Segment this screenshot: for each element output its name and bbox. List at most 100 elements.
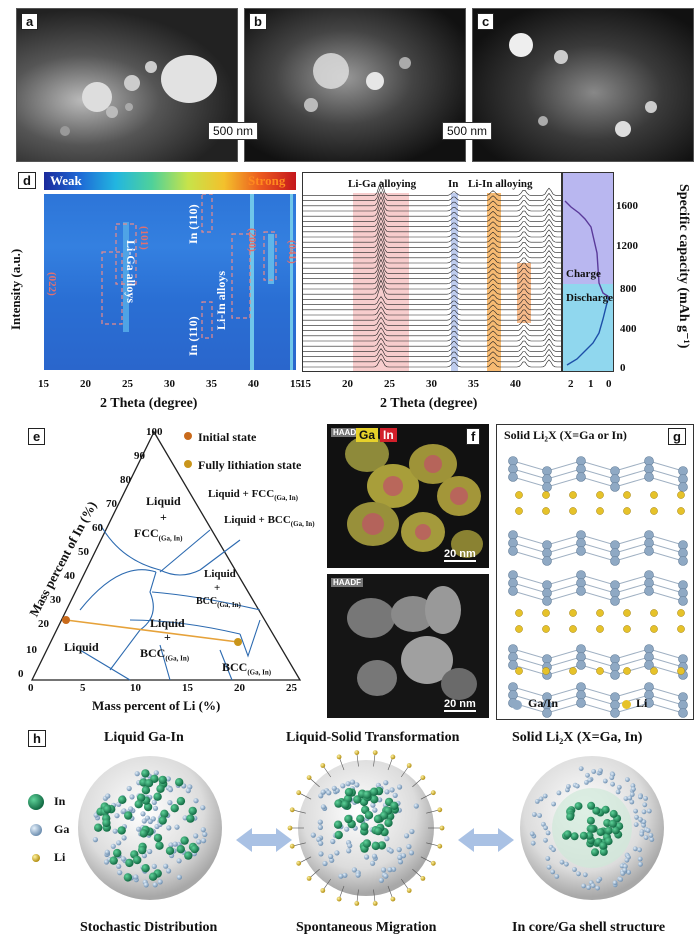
ga-atom: [110, 843, 116, 849]
e-ytick-60: 60: [92, 522, 103, 534]
bond-line: [512, 590, 684, 602]
xrd-pattern-line: [303, 222, 561, 238]
li-atom: [677, 625, 685, 633]
xrd-pattern-line: [303, 322, 561, 331]
ga-atom: [143, 882, 149, 888]
scale-bar-c: 500 nm: [442, 122, 493, 140]
ga-in-atom: [610, 580, 620, 590]
in-atom: [143, 802, 153, 812]
ga-atom: [397, 784, 403, 790]
ga-atom: [126, 785, 132, 792]
ga-atom: [578, 766, 584, 771]
region-liquid-fcc: Liquid + FCC(Ga, In): [208, 488, 298, 503]
d-xtick-0: 15: [38, 378, 49, 390]
annot-in110-top: In (110): [186, 204, 200, 244]
ga-atom: [201, 838, 207, 844]
li-atom: [623, 609, 631, 617]
legend-gain-icon: [512, 700, 522, 710]
ga-in-atom: [576, 464, 586, 474]
xrd-pattern-line: [303, 211, 561, 227]
li-atom: [306, 876, 312, 881]
liquid-solid-schematic: [28, 750, 664, 906]
cap-ytick-1: 1200: [616, 240, 638, 252]
li-atom: [406, 763, 412, 768]
ga-in-atom: [644, 660, 654, 670]
ga-atom: [346, 848, 352, 854]
ga-in-atom: [678, 540, 688, 550]
d-xtick-5: 40: [248, 378, 259, 390]
xrd-pattern-line: [303, 296, 561, 305]
in-atom: [373, 814, 383, 824]
ga-atom: [116, 863, 122, 869]
ga-atom: [334, 850, 340, 856]
li-atom: [287, 825, 293, 831]
bond-line: [512, 686, 684, 698]
ga-atom: [389, 787, 395, 793]
ga-atom: [384, 789, 390, 795]
li-atom: [336, 896, 342, 902]
ga-atom: [163, 863, 169, 869]
ga-in-atom: [576, 660, 586, 670]
in-atom: [585, 831, 594, 840]
e-xtick-5: 5: [80, 682, 86, 694]
in-atom: [160, 809, 169, 818]
region-liquid-1: Liquid: [146, 494, 181, 508]
e-ytick-30: 30: [50, 594, 61, 606]
li-atom: [372, 750, 378, 755]
ga-atom: [347, 843, 353, 849]
ga-atom: [566, 784, 571, 789]
ga-atom: [364, 854, 370, 860]
region-liquid-3: Liquid: [150, 616, 185, 630]
ga-in-atom: [678, 548, 688, 558]
ga-atom: [631, 786, 636, 792]
annot-li-ga-alloys: Li-Ga alloys: [124, 240, 138, 304]
ga-atom: [330, 838, 336, 845]
region-bcc-3: BCC(Ga, In): [140, 646, 190, 663]
colorbar-weak-label: Weak: [50, 173, 82, 188]
in-atom: [596, 828, 605, 837]
ga-atom: [396, 847, 402, 853]
ga-atom: [136, 826, 142, 832]
ga-atom: [140, 811, 146, 817]
ga-in-atom: [678, 596, 688, 606]
mid-xtick-5: 40: [510, 378, 521, 390]
ga-atom: [404, 833, 410, 839]
ga-atom: [615, 789, 621, 795]
xrd-pattern-line: [303, 196, 561, 212]
xrd-pattern-line: [303, 232, 561, 248]
in-atom: [574, 802, 583, 811]
in-atom: [588, 824, 596, 833]
ga-in-atom: [644, 472, 654, 482]
e-xtick-25: 25: [286, 682, 297, 694]
in-atom: [601, 805, 610, 814]
ga-in-atom: [508, 538, 518, 548]
d-xtick-4: 35: [206, 378, 217, 390]
sem-b-particles: [304, 53, 411, 112]
ga-atom: [351, 867, 357, 873]
haadf-scale-bar: 20 nm: [444, 698, 476, 712]
ga-in-atom: [508, 530, 518, 540]
ga-in-atom: [576, 538, 586, 548]
h-title-3: Solid Li₂X (X=Ga, In): [512, 730, 643, 745]
ga-atom: [581, 883, 586, 889]
ga-in-atom: [610, 708, 620, 718]
ga-atom: [584, 780, 589, 785]
arrow-left-right-2: [458, 828, 514, 852]
e-ytick-0: 0: [18, 668, 24, 680]
in-atom: [570, 832, 579, 841]
ga-atom: [151, 863, 157, 869]
scale-bar-b: 500 nm: [208, 122, 259, 140]
li-atom: [289, 843, 295, 849]
in-atom: [591, 848, 599, 857]
ga-atom: [633, 822, 639, 827]
ga-atom: [172, 841, 178, 847]
annot-li-in-alloys: Li-In alloys: [214, 270, 228, 330]
ga-atom: [574, 783, 580, 789]
in-atom: [170, 804, 179, 813]
e-xtick-10: 10: [130, 682, 141, 694]
ga-atom: [616, 784, 622, 790]
li-atom: [515, 507, 523, 515]
li-atom: [623, 625, 631, 633]
ga-atom: [165, 776, 171, 782]
in-atom: [370, 795, 379, 804]
